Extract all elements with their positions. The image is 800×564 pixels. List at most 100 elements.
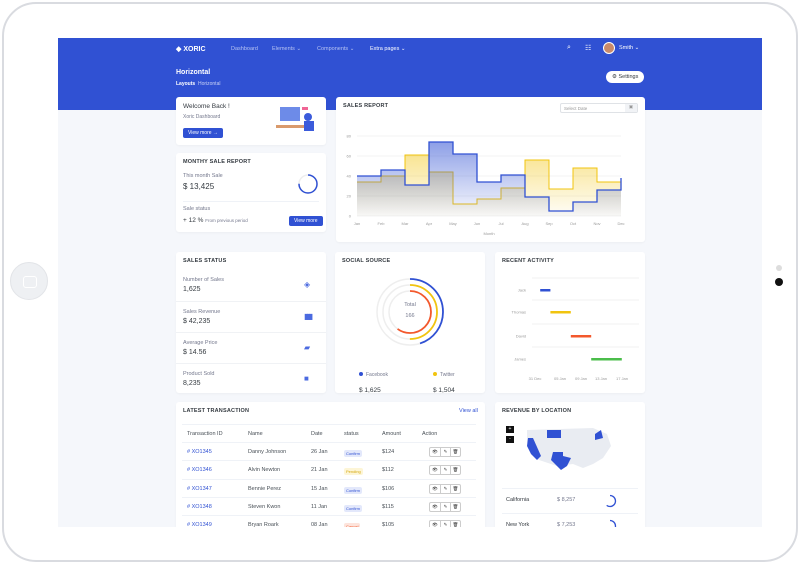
row-label: Jack <box>518 288 526 293</box>
sensor <box>776 265 782 271</box>
column-header: status <box>344 431 359 437</box>
user-name: Smith <box>619 45 634 51</box>
sales-status-card: SALES STATUS Number of Sales 1,625 ◈ Sales … <box>176 252 326 393</box>
edit-icon[interactable]: ✎ <box>440 466 450 475</box>
nav-item-extra-pages[interactable]: Extra pages ⌄ <box>370 46 406 52</box>
this-month-label: This month Sale <box>183 173 223 179</box>
y-tick-label: 20 <box>347 194 352 199</box>
view-icon[interactable]: 👁 <box>432 449 438 454</box>
column-header: Amount <box>382 431 401 437</box>
map-region-texas <box>551 452 571 470</box>
legend-value: $ 1,625 <box>359 387 381 394</box>
logo[interactable]: ◆ XORIC <box>176 46 206 53</box>
monthly-sale-card: MONTHY SALE REPORT This month Sale $ 13,… <box>176 153 326 232</box>
date: 21 Jan <box>311 467 328 474</box>
nav-label: Elements <box>272 46 295 52</box>
x-tick-label: Apr <box>426 221 433 226</box>
nav-label: Dashboard <box>231 46 258 52</box>
welcome-subtitle: Xoric Dashboard <box>183 114 221 120</box>
table-header: Transaction ID Name Date status Amount Action <box>182 424 476 442</box>
sales-report-chart: 0 20 40 60 80 Jan Feb Mar Apr May Jun Jul Aug Sep Oct N… <box>347 134 625 237</box>
view-icon[interactable]: 👁 <box>432 503 438 509</box>
calendar-icon[interactable]: ▣ <box>625 104 637 112</box>
edit-icon[interactable]: ✎ <box>440 484 450 493</box>
delete-icon[interactable]: 🗑 <box>450 466 460 475</box>
table-row: # XO1349 Bryan Roark 08 Jan Cancel $105 👁 ✎ 🗑 <box>182 515 476 527</box>
home-button[interactable] <box>10 262 48 300</box>
search-icon[interactable]: ⌕ <box>567 44 571 51</box>
y-tick-label: 80 <box>347 134 352 139</box>
table-row: # XO1346 Alvin Newton 21 Jan Pending $112 👁 ✎ 🗑 <box>182 460 476 478</box>
x-tick-label: 05 Jan <box>554 376 566 381</box>
transaction-id-link[interactable]: # XO1348 <box>187 503 212 510</box>
view-icon[interactable]: 👁 <box>432 485 438 491</box>
card-title: RECENT ACTIVITY <box>502 258 554 264</box>
view-all-link[interactable]: View all <box>459 408 478 414</box>
transaction-id-link[interactable]: # XO1345 <box>187 449 212 455</box>
edit-icon[interactable]: ✎ <box>440 502 450 511</box>
zoom-out-button[interactable]: - <box>506 436 514 443</box>
nav-item-components[interactable]: Components ⌄ <box>317 46 354 52</box>
x-tick-label: Jul <box>498 221 503 226</box>
user-menu[interactable]: Smith ⌄ <box>619 45 640 51</box>
view-more-button[interactable]: View more <box>289 216 323 226</box>
card-title: MONTHY SALE REPORT <box>183 159 251 165</box>
row-actions: 👁 ✎ 🗑 <box>429 483 461 494</box>
edit-icon[interactable]: ✎ <box>440 521 450 527</box>
zoom-in-button[interactable]: + <box>506 426 514 433</box>
view-icon[interactable]: 👁 <box>432 467 438 473</box>
date-input[interactable]: Select Date ▣ <box>560 103 638 113</box>
delete-icon[interactable]: 🗑 <box>450 484 460 493</box>
transaction-id-link[interactable]: # XO1347 <box>187 485 212 492</box>
table-row: # XO1345 Danny Johnson 26 Jan Confirm $124 👁 ✎… <box>182 442 476 460</box>
x-tick-label: Nov <box>593 221 600 226</box>
status-value: + 12 % From previous period <box>183 217 248 224</box>
stat-label: Product Sold <box>183 371 215 377</box>
x-tick-label: Jan <box>354 221 360 226</box>
row-label: Thomas <box>512 310 526 315</box>
card-title: REVENUE BY LOCATION <box>502 408 572 414</box>
transaction-id-link[interactable]: # XO1349 <box>187 522 212 527</box>
stat-value: 8,235 <box>183 380 201 387</box>
location-name: New York <box>506 522 530 527</box>
breadcrumb-layouts[interactable]: Layouts <box>176 81 196 87</box>
view-icon[interactable]: 👁 <box>432 522 438 527</box>
sales-status-item: Number of Sales 1,625 ◈ <box>176 270 326 301</box>
status-badge: Confirm <box>344 450 363 457</box>
social-source-card: SOCIAL SOURCE Total 166 Facebook $ 1,625 T… <box>335 252 485 394</box>
avatar[interactable] <box>603 42 615 54</box>
table-row: # XO1347 Bennie Perez 15 Jan Confirm $106 👁 ✎ 🗑 <box>182 478 476 497</box>
settings-button[interactable]: ⚙ Settings <box>606 71 645 83</box>
nav-item-dashboard[interactable]: Dashboard <box>231 46 258 52</box>
x-tick-label: Feb <box>378 221 386 226</box>
edit-icon[interactable]: ✎ <box>440 448 450 456</box>
legend-label: Twitter <box>440 372 455 378</box>
sliders-icon[interactable]: ☷ <box>585 45 592 52</box>
revenue-location-card: REVENUE BY LOCATION + - California $ 8,25… <box>495 402 645 527</box>
nav-item-elements[interactable]: Elements ⌄ <box>272 46 301 52</box>
transaction-id-link[interactable]: # XO1346 <box>187 467 212 474</box>
delete-icon[interactable]: 🗑 <box>450 521 460 527</box>
stat-value: $ 42,235 <box>183 318 211 325</box>
sales-status-item: Product Sold 8,235 ■ <box>176 363 326 394</box>
us-map <box>527 428 611 470</box>
social-radial-chart <box>376 278 444 346</box>
delete-icon[interactable]: 🗑 <box>450 448 460 456</box>
column-header: Date <box>311 431 323 437</box>
legend-item-twitter: Twitter $ 1,504 <box>433 363 455 394</box>
view-more-button[interactable]: View more → <box>183 128 223 138</box>
activity-bar-james <box>591 358 622 361</box>
delete-icon[interactable]: 🗑 <box>450 502 460 511</box>
customer-name: Bryan Roark <box>248 522 279 527</box>
location-row: New York $ 7,253 <box>502 513 638 527</box>
welcome-title: Welcome Back ! <box>183 103 230 110</box>
x-axis-label: Month <box>483 231 494 236</box>
sales-status-item: Sales Revenue $ 42,235 ▮▮▮ <box>176 301 326 332</box>
chevron-down-icon: ⌄ <box>294 46 302 52</box>
layers-icon: ◈ <box>304 280 310 289</box>
map-region-new-york <box>595 430 603 440</box>
legend-item-facebook: Facebook $ 1,625 <box>359 363 388 394</box>
column-header: Name <box>248 431 263 437</box>
stat-label: Sales Revenue <box>183 309 221 315</box>
card-title: LATEST TRANSACTION <box>183 408 250 414</box>
